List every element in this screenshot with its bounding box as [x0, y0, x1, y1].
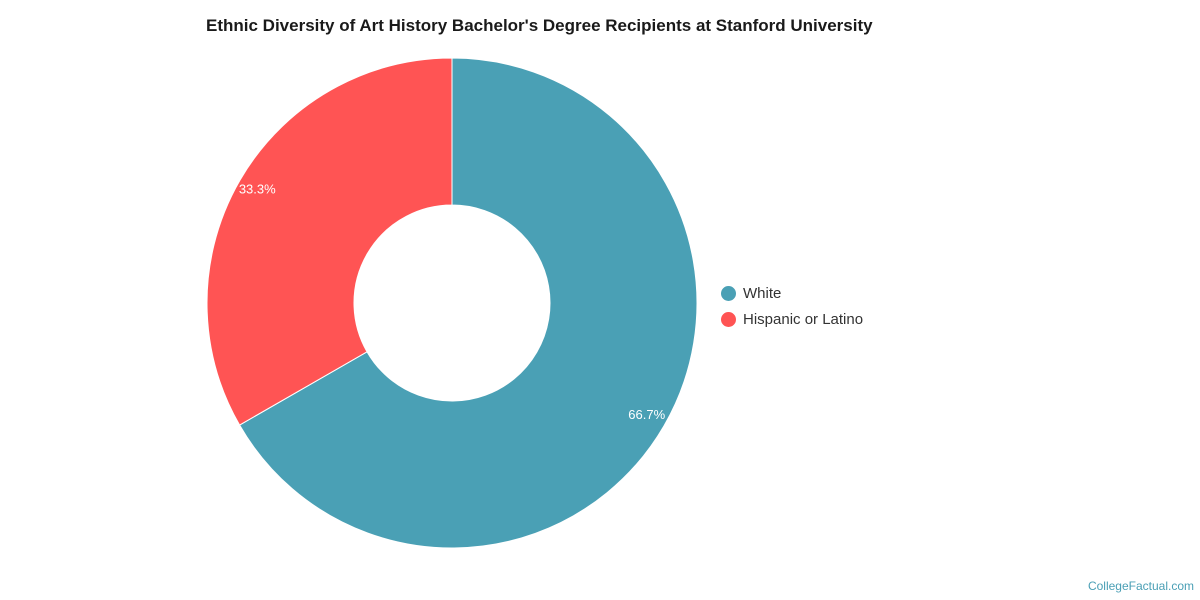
chart-title: Ethnic Diversity of Art History Bachelor…: [206, 16, 873, 35]
slice-label-hispanic-or-latino: 33.3%: [239, 182, 276, 197]
legend-swatch-white: [721, 285, 736, 301]
legend-swatch-hispanic-or-latino: [721, 311, 736, 327]
legend-label-hispanic-or-latino: Hispanic or Latino: [743, 310, 864, 328]
legend-label-white: White: [743, 284, 782, 302]
legend-item-hispanic-or-latino[interactable]: Hispanic or Latino: [721, 306, 863, 332]
watermark: CollegeFactual.com: [1087, 579, 1194, 593]
slice-hispanic-or-latino[interactable]: [206, 57, 453, 426]
slice-white[interactable]: [238, 57, 698, 549]
chart-legend: White Hispanic or Latino: [721, 280, 863, 332]
legend-item-white[interactable]: White: [721, 280, 863, 306]
slice-label-white: 66.7%: [628, 407, 665, 422]
